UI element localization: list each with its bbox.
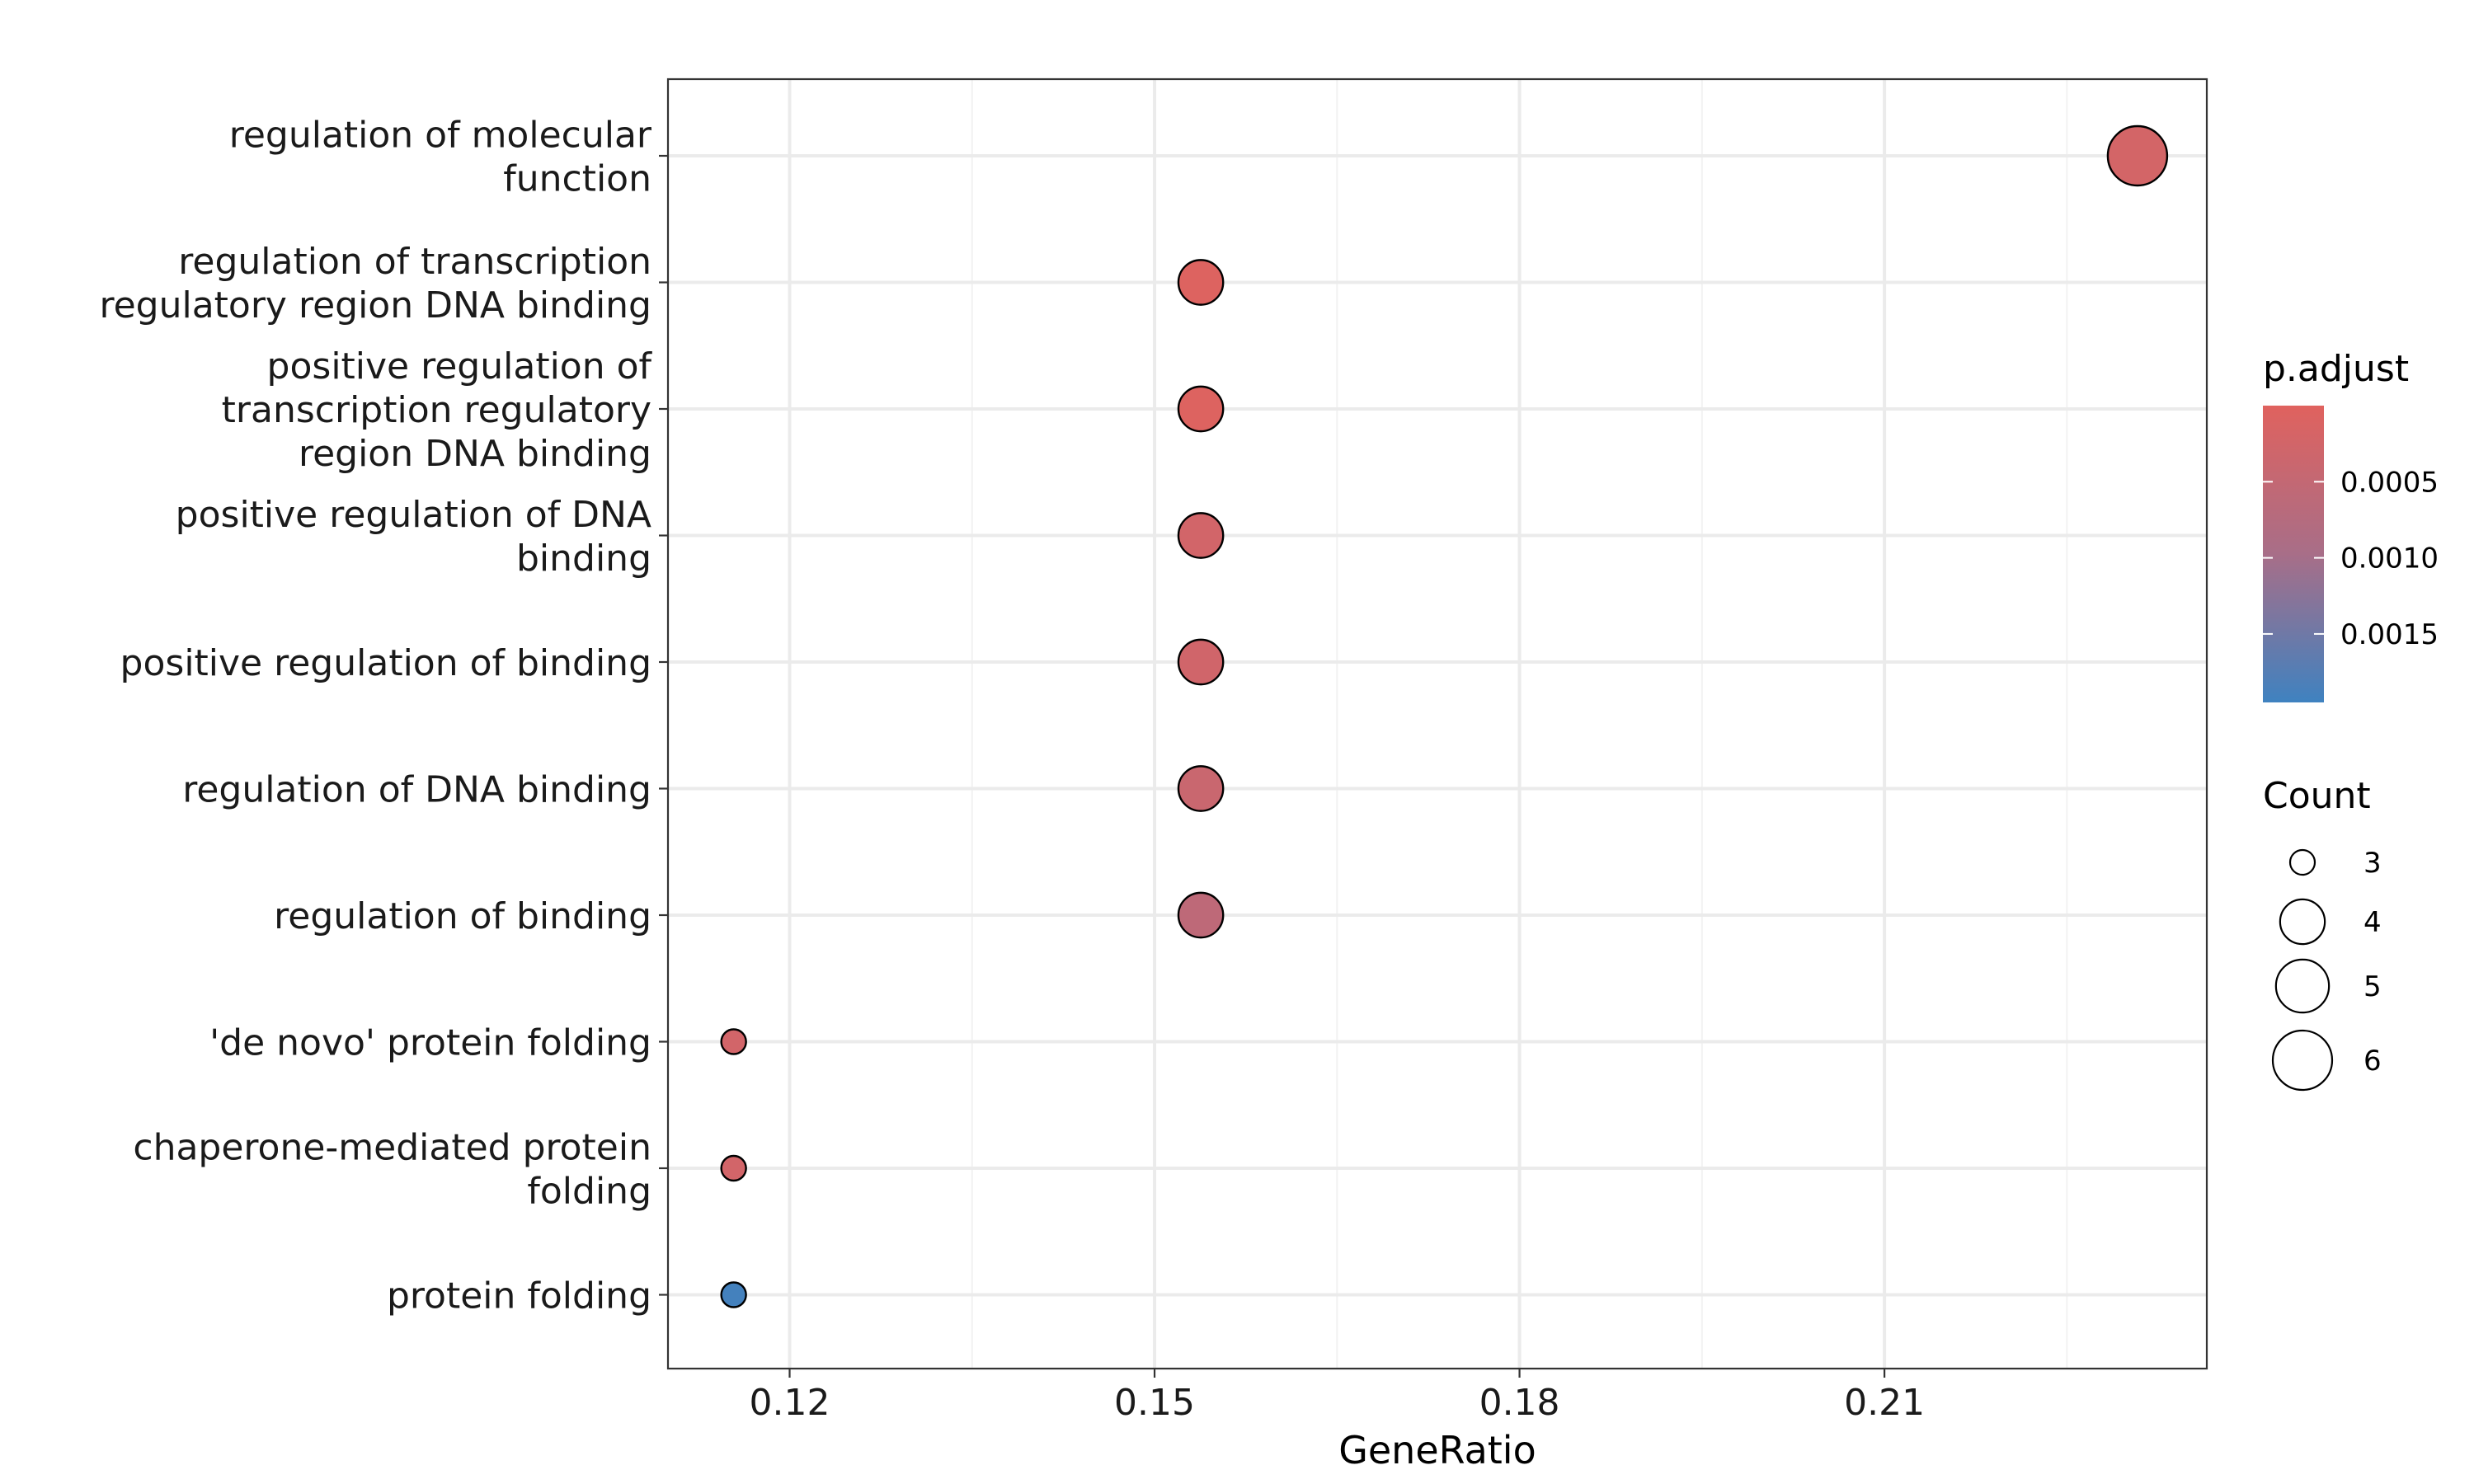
y-tick-label-line: folding [527,1171,651,1213]
size-legend-label: 3 [2363,847,2382,880]
size-legend-key [2288,848,2316,876]
y-tick-label-line: 'de novo' protein folding [209,1022,651,1064]
y-tick-label-line: protein folding [387,1275,651,1317]
legends: p.adjust 0.0005 0.0010 0.0015 Count 3 4 5 6 [2263,348,2439,1092]
panel-background [668,79,2207,1369]
size-legend-label: 4 [2363,906,2382,939]
y-tick-label-line: regulation of binding [274,895,651,937]
y-tick-label: regulation of transcription regulatory re… [99,241,651,326]
data-point [720,1154,747,1182]
data-point [1177,765,1225,812]
y-tick-label: 'de novo' protein folding [209,1022,651,1064]
size-legend-keys: 3 4 5 6 [2271,847,2382,1092]
y-tick-label: positive regulation of DNA binding [176,494,651,580]
y-tick-label-line: binding [516,538,651,580]
y-tick-label-line: positive regulation of DNA [176,494,651,536]
color-legend-label: 0.0005 [2340,466,2439,499]
y-tick-label-line: regulation of molecular [229,115,652,157]
y-tick-label-line: regulation of transcription [178,241,651,283]
size-legend-title: Count [2263,775,2371,817]
y-tick-label-line: transcription regulatory [222,389,651,431]
y-tick-label-line: regulation of DNA binding [182,769,651,811]
size-legend-key [2279,898,2326,946]
y-tick-label: chaperone-mediated protein folding [133,1127,651,1213]
color-legend-ticks: 0.0005 0.0010 0.0015 [2263,466,2439,651]
size-legend-label: 6 [2363,1045,2382,1078]
color-legend-label: 0.0015 [2340,618,2439,651]
data-point [1177,638,1225,686]
data-point [1177,891,1225,939]
data-point [1177,385,1225,433]
color-legend-label: 0.0010 [2340,542,2439,575]
data-point [2106,124,2169,187]
y-tick-label: regulation of binding [274,895,651,937]
data-point [720,1028,747,1055]
data-points [720,124,2169,1308]
x-tick-label: 0.21 [1844,1382,1925,1424]
x-tick-label: 0.12 [750,1382,830,1424]
panel-border [666,77,2208,1370]
x-tick-label: 0.15 [1114,1382,1195,1424]
data-point [1177,512,1225,559]
y-tick-label: protein folding [387,1275,651,1317]
y-tick-label: positive regulation of binding [120,642,651,684]
y-tick-label-line: positive regulation of binding [120,642,651,684]
size-legend-key [2271,1029,2334,1092]
y-tick-label: positive regulation of transcription regu… [222,345,653,475]
x-axis-title: GeneRatio [1338,1428,1536,1472]
y-tick-label: regulation of molecular function [229,115,652,200]
data-point [1177,259,1225,306]
color-legend-bar [2263,406,2324,702]
color-legend-title: p.adjust [2263,348,2409,390]
y-tick-label: regulation of DNA binding [182,769,651,811]
y-tick-label-line: chaperone-mediated protein [133,1127,651,1169]
y-tick-label-line: function [503,158,651,200]
y-axis: regulation of molecular functionregulatio… [99,115,668,1317]
y-tick-label-line: positive regulation of [267,345,653,387]
size-legend-label: 5 [2363,970,2382,1003]
x-tick-label: 0.18 [1479,1382,1560,1424]
grid-lines [668,79,2207,1369]
y-tick-label-line: regulatory region DNA binding [99,284,651,326]
y-tick-label-line: region DNA binding [299,433,651,475]
x-axis: 0.12 0.15 0.18 0.21 [750,1369,1925,1424]
data-point [720,1281,747,1308]
size-legend-key [2274,958,2331,1014]
